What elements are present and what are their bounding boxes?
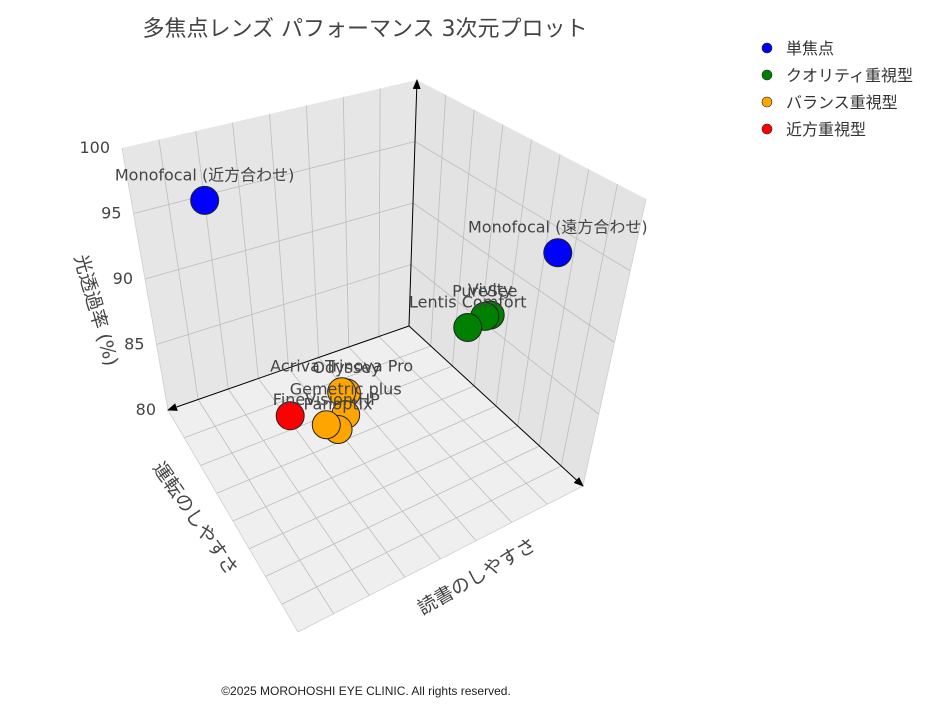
z-axis-line bbox=[408, 79, 421, 327]
legend-marker-icon bbox=[761, 69, 773, 81]
legend-label: クオリティ重視型 bbox=[786, 66, 913, 85]
floor-pane bbox=[168, 326, 583, 632]
point-label: Gemetric plus bbox=[290, 380, 402, 399]
z-tick-label: 100 bbox=[79, 138, 110, 157]
z-tick-label: 85 bbox=[124, 335, 144, 354]
z-grid-line bbox=[410, 264, 599, 415]
legend-marker-icon bbox=[761, 42, 773, 54]
floor-grid-line bbox=[197, 399, 334, 614]
z-grid-line bbox=[144, 202, 414, 280]
z-tick-label: 95 bbox=[101, 204, 121, 223]
x-axis-line bbox=[408, 325, 584, 487]
z-tick-label: 80 bbox=[136, 400, 156, 419]
legend-label: 単焦点 bbox=[786, 39, 834, 58]
point-labels: Monofocal (近方合わせ) Monofocal (遠方合わせ) Vivity… bbox=[115, 165, 648, 413]
floor-grid-line bbox=[265, 445, 540, 577]
point-label: Panoptix bbox=[304, 394, 373, 413]
pane-edge bbox=[167, 409, 299, 633]
point-label: Odyssey bbox=[312, 358, 380, 377]
z-grid-line bbox=[412, 202, 615, 343]
z-grid-line bbox=[133, 141, 416, 214]
chart-axes bbox=[167, 79, 584, 487]
legend-item[interactable]: 単焦点 bbox=[761, 39, 834, 58]
y-axis-line bbox=[167, 325, 410, 411]
pane-edge bbox=[582, 198, 647, 487]
z-tick-label: 90 bbox=[113, 269, 133, 288]
pane-edge bbox=[121, 147, 169, 411]
data-point[interactable] bbox=[311, 410, 341, 440]
floor-grid-line bbox=[281, 465, 562, 605]
floor-grid-line bbox=[227, 388, 370, 596]
floor-grid-line bbox=[249, 425, 518, 550]
data-point[interactable] bbox=[275, 401, 305, 431]
legend-label: バランス重視型 bbox=[786, 93, 898, 112]
data-point[interactable] bbox=[543, 238, 573, 268]
chart-points bbox=[190, 185, 573, 444]
legend-marker-icon bbox=[761, 123, 773, 135]
point-label: Monofocal (近方合わせ) bbox=[115, 165, 295, 184]
pane-edge bbox=[297, 485, 584, 633]
legend-marker-icon bbox=[761, 96, 773, 108]
copyright: ©2025 MOROHOSHI EYE CLINIC. All rights r… bbox=[221, 684, 511, 698]
point-label: Monofocal (遠方合わせ) bbox=[468, 218, 648, 237]
z-tick-labels: 80 85 90 95 100 bbox=[79, 138, 156, 419]
chart-title: 多焦点レンズ パフォーマンス 3次元プロット bbox=[142, 17, 587, 42]
point-label: Acriva Trinova Pro bbox=[270, 357, 413, 376]
z-grid-line bbox=[414, 141, 631, 272]
legend-item[interactable]: 近方重視型 bbox=[761, 120, 866, 139]
floor-grid-line bbox=[232, 405, 497, 522]
data-point[interactable] bbox=[453, 312, 483, 342]
left-wall-pane bbox=[122, 80, 417, 410]
point-label: FineVision HP bbox=[273, 390, 380, 409]
point-label: Vivity bbox=[468, 280, 513, 299]
legend-item[interactable]: バランス重視型 bbox=[761, 93, 898, 112]
point-label: Lentis Comfort bbox=[409, 292, 527, 311]
legend-label: 近方重視型 bbox=[786, 120, 866, 139]
z-grid-line bbox=[156, 264, 412, 345]
point-label: PureSee bbox=[452, 281, 517, 300]
legend-item[interactable]: クオリティ重視型 bbox=[761, 66, 913, 85]
data-point[interactable] bbox=[190, 185, 220, 215]
